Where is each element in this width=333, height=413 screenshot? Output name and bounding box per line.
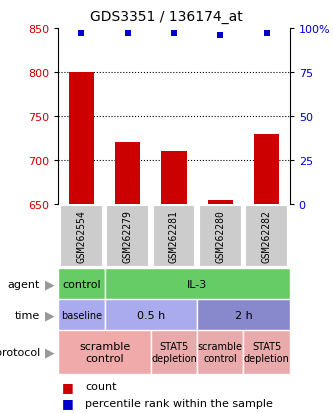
FancyBboxPatch shape: [58, 330, 151, 374]
FancyBboxPatch shape: [197, 330, 243, 374]
Text: baseline: baseline: [61, 310, 102, 320]
Text: control: control: [62, 279, 101, 289]
Text: ▶: ▶: [45, 309, 55, 321]
Text: 0.5 h: 0.5 h: [137, 310, 165, 320]
Text: scramble
control: scramble control: [198, 341, 243, 363]
Bar: [161, 152, 187, 204]
Bar: [115, 143, 141, 204]
Text: STAT5
depletion: STAT5 depletion: [151, 341, 197, 363]
FancyBboxPatch shape: [153, 206, 195, 267]
Text: GDS3351 / 136174_at: GDS3351 / 136174_at: [90, 10, 243, 24]
FancyBboxPatch shape: [105, 299, 197, 330]
Text: STAT5
depletion: STAT5 depletion: [244, 341, 289, 363]
FancyBboxPatch shape: [107, 206, 149, 267]
Text: 2 h: 2 h: [234, 310, 252, 320]
Text: protocol: protocol: [0, 347, 40, 357]
Text: GSM262279: GSM262279: [123, 210, 133, 263]
Bar: [207, 200, 233, 204]
FancyBboxPatch shape: [60, 206, 103, 267]
Text: scramble
control: scramble control: [79, 341, 130, 363]
Text: percentile rank within the sample: percentile rank within the sample: [85, 398, 273, 408]
Text: agent: agent: [8, 279, 40, 289]
Text: GSM262280: GSM262280: [215, 210, 225, 263]
FancyBboxPatch shape: [243, 330, 290, 374]
Bar: [69, 73, 94, 204]
Text: time: time: [15, 310, 40, 320]
Text: ■: ■: [62, 396, 73, 409]
FancyBboxPatch shape: [105, 268, 290, 299]
FancyBboxPatch shape: [245, 206, 288, 267]
Text: GSM262281: GSM262281: [169, 210, 179, 263]
Text: IL-3: IL-3: [187, 279, 207, 289]
Text: ■: ■: [62, 380, 73, 393]
FancyBboxPatch shape: [199, 206, 241, 267]
Text: ▶: ▶: [45, 278, 55, 290]
Text: GSM262554: GSM262554: [76, 210, 87, 263]
Text: ▶: ▶: [45, 346, 55, 358]
FancyBboxPatch shape: [58, 268, 105, 299]
FancyBboxPatch shape: [58, 299, 105, 330]
Text: GSM262282: GSM262282: [261, 210, 272, 263]
Text: count: count: [85, 381, 117, 391]
FancyBboxPatch shape: [197, 299, 290, 330]
FancyBboxPatch shape: [151, 330, 197, 374]
Bar: [254, 134, 279, 204]
